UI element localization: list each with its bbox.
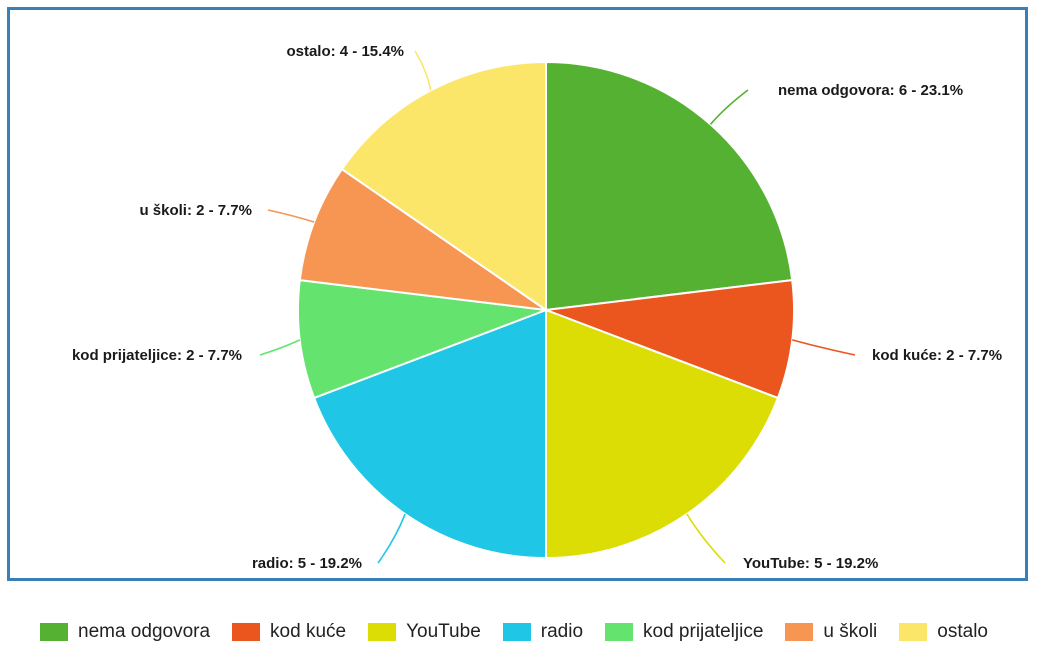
legend-label: radio	[540, 621, 584, 642]
legend-swatch	[785, 623, 814, 641]
legend-label: nema odgovora	[78, 621, 211, 642]
leader-line	[791, 339, 856, 356]
legend-swatch	[368, 623, 397, 641]
legend-label: YouTube	[406, 621, 481, 642]
legend-swatch	[232, 623, 261, 641]
legend-item: kod prijateljice	[605, 620, 763, 644]
legend-swatch	[605, 623, 634, 641]
pie-slice-ostalo	[340, 60, 547, 312]
leader-line	[686, 513, 726, 564]
leader-line	[259, 339, 301, 356]
leader-line	[709, 89, 749, 125]
data-label: ostalo: 4 - 15.4%	[286, 43, 404, 60]
legend-swatch	[40, 623, 68, 641]
data-label: kod kuće: 2 - 7.7%	[872, 347, 1002, 364]
pie-slice-YouTube	[545, 308, 780, 560]
legend-label: kod kuće	[270, 621, 347, 642]
pie-slice-radio	[312, 308, 547, 560]
legend-swatch	[502, 623, 531, 641]
data-label: kod prijateljice: 2 - 7.7%	[72, 347, 242, 364]
pie-chart: nema odgovora: 6 - 23.1% kod kuće: 2 - 7.…	[72, 43, 1002, 572]
legend-item: kod kuće	[232, 620, 346, 644]
legend-swatch	[899, 623, 928, 641]
data-label: YouTube: 5 - 19.2%	[743, 555, 878, 572]
legend-item: nema odgovora	[40, 620, 210, 644]
legend-item: ostalo	[899, 620, 988, 644]
legend-item: u školi	[785, 620, 877, 644]
legend-label: u školi	[823, 621, 878, 642]
legend-item: radio	[502, 620, 584, 644]
pie-slice-nema-odgovora	[545, 60, 794, 312]
legend-item: YouTube	[368, 620, 481, 644]
leader-line	[377, 513, 406, 564]
data-label: nema odgovora: 6 - 23.1%	[778, 82, 963, 99]
legend: nema odgovora kod kuće YouTube radio kod pri…	[40, 620, 1030, 644]
data-label: u školi: 2 - 7.7%	[139, 202, 252, 219]
data-label: radio: 5 - 19.2%	[252, 555, 362, 572]
leader-line	[414, 50, 432, 91]
legend-label: kod prijateljice	[643, 621, 764, 642]
chart-frame: nema odgovora: 6 - 23.1% kod kuće: 2 - 7.…	[7, 7, 1028, 581]
leader-line	[267, 209, 315, 223]
legend-label: ostalo	[937, 621, 988, 642]
